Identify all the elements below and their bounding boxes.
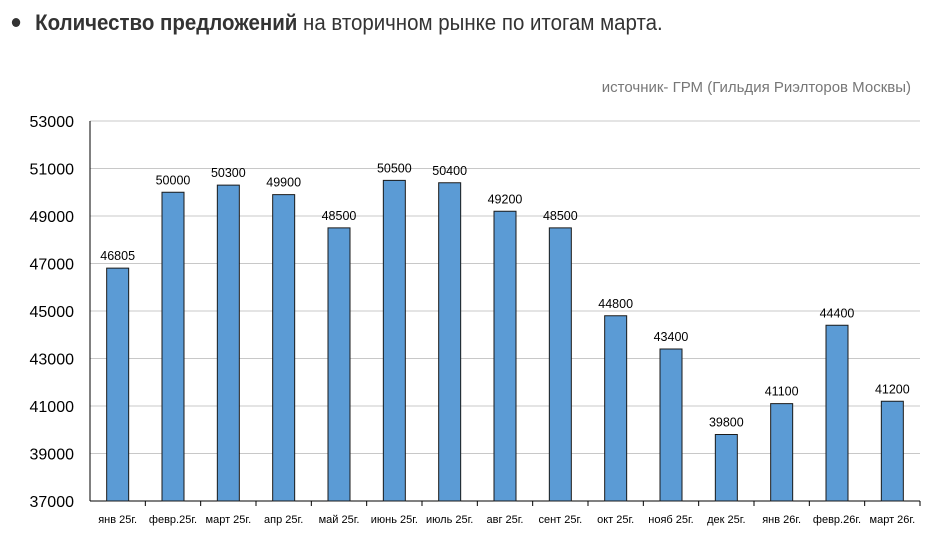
heading-rest: на вторичном рынке по итогам марта. xyxy=(297,10,663,35)
data-label: 50000 xyxy=(156,173,191,187)
x-tick-label: апр 25г. xyxy=(264,514,303,526)
y-tick-label: 51000 xyxy=(30,162,75,179)
data-label: 49900 xyxy=(266,176,301,190)
bar xyxy=(438,182,462,502)
bar xyxy=(161,191,185,502)
data-label: 50300 xyxy=(211,166,246,180)
y-tick-label: 49000 xyxy=(30,209,75,226)
bar xyxy=(493,210,517,502)
bar xyxy=(770,403,794,502)
y-tick-label: 41000 xyxy=(30,399,75,416)
y-tick-label: 53000 xyxy=(30,114,75,131)
data-label: 41100 xyxy=(765,385,799,399)
y-tick-label: 39000 xyxy=(30,447,75,464)
bar xyxy=(604,315,628,502)
data-label: 43400 xyxy=(654,330,689,344)
x-tick-label: янв 26г. xyxy=(762,514,801,526)
bar xyxy=(714,434,738,502)
bar xyxy=(106,267,130,502)
source-note: источник- ГРМ (Гильдия Риэлторов Москвы) xyxy=(601,79,911,96)
x-tick-label: июнь 25г. xyxy=(371,514,418,526)
data-label: 50500 xyxy=(377,161,412,175)
x-tick-label: авг 25г. xyxy=(487,514,524,526)
x-tick-label: март 26г. xyxy=(870,514,916,526)
chart-heading: Количество предложений на вторичном рынк… xyxy=(10,10,663,36)
x-tick-label: сент 25г. xyxy=(538,514,582,526)
x-tick-label: нояб 25г. xyxy=(648,514,693,526)
data-label: 41200 xyxy=(875,382,910,396)
x-tick-label: июль 25г. xyxy=(426,514,473,526)
bar xyxy=(216,184,240,502)
bar xyxy=(880,400,904,502)
bar xyxy=(548,227,572,502)
x-tick-label: февр.25г. xyxy=(149,514,197,526)
data-label: 48500 xyxy=(543,209,578,223)
data-label: 44800 xyxy=(598,297,633,311)
y-tick-label: 45000 xyxy=(30,304,75,321)
y-tick-label: 43000 xyxy=(30,352,75,369)
data-label: 49200 xyxy=(488,192,523,206)
bar xyxy=(659,348,683,502)
bar xyxy=(382,179,406,502)
data-label: 44400 xyxy=(820,306,855,320)
y-tick-label: 47000 xyxy=(30,257,75,274)
data-label: 50400 xyxy=(432,164,467,178)
heading-bold: Количество предложений xyxy=(35,10,298,35)
x-tick-label: дек 25г. xyxy=(707,514,745,526)
bar xyxy=(825,324,849,502)
bar xyxy=(272,194,296,502)
data-label: 39800 xyxy=(709,416,744,430)
bullet-icon xyxy=(11,18,21,27)
data-label: 46805 xyxy=(100,249,135,263)
data-label: 48500 xyxy=(322,209,357,223)
x-tick-label: май 25г. xyxy=(319,514,360,526)
x-tick-label: февр.26г. xyxy=(813,514,861,526)
x-tick-label: янв 25г. xyxy=(98,514,137,526)
x-tick-label: окт 25г. xyxy=(597,514,634,526)
y-tick-label: 37000 xyxy=(30,494,75,511)
bar xyxy=(327,227,351,502)
x-tick-label: март 25г. xyxy=(206,514,252,526)
